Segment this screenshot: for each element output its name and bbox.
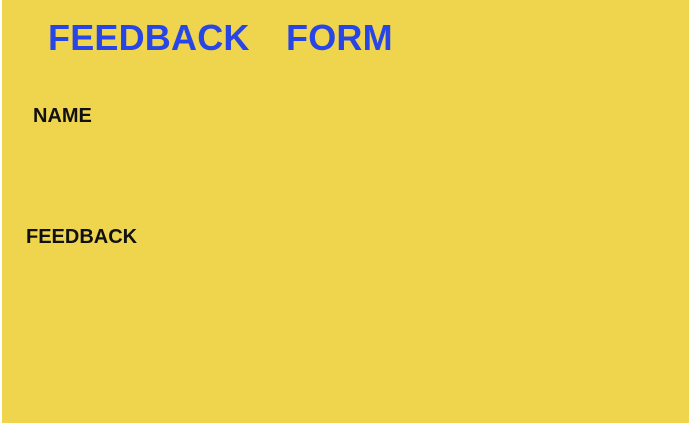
name-label: NAME	[33, 105, 92, 127]
page-title: FEEDBACK FORM	[48, 17, 393, 58]
feedback-textarea[interactable]	[26, 256, 534, 404]
feedback-label: FEEDBACK	[26, 226, 138, 248]
name-input[interactable]	[33, 134, 341, 174]
